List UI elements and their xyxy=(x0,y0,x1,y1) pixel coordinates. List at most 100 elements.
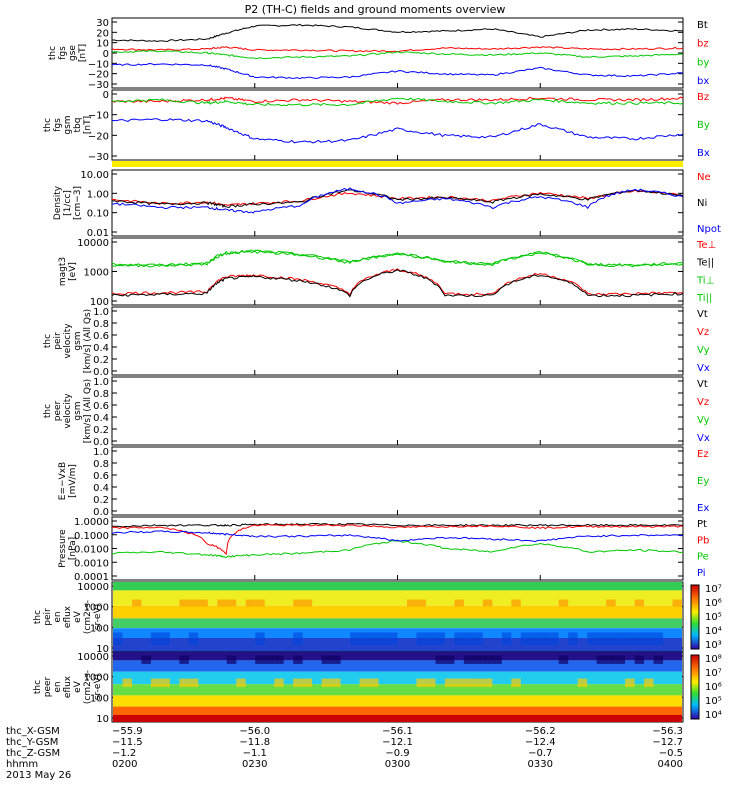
series-npot xyxy=(111,187,684,214)
series-te xyxy=(111,268,683,297)
legend-ni: Ni xyxy=(697,198,707,209)
y-tick-label: 0.6 xyxy=(93,401,109,412)
heatmap-cell xyxy=(113,632,123,645)
panel-peir-velocity: 1.00.80.60.40.20.0 thc peir velocity gsm [km/… xyxy=(43,306,710,378)
heatmap-cell xyxy=(122,678,132,687)
colorbar-label: 10⁸ xyxy=(705,654,722,665)
series-ti xyxy=(111,250,684,268)
heatmap-cell xyxy=(530,632,540,645)
heatmap-band xyxy=(113,618,682,629)
y-axis-label: tbq xyxy=(73,118,83,133)
heatmap-cell xyxy=(577,678,588,687)
heatmap-cell xyxy=(473,655,483,664)
y-axis-label: thc xyxy=(33,610,43,624)
y-axis-label: sr-eV) xyxy=(93,674,103,700)
heatmap-cell xyxy=(606,632,616,645)
panel-frame xyxy=(111,376,684,446)
y-axis-label: en xyxy=(53,611,63,622)
heatmap-cell xyxy=(615,655,626,664)
panel-efield: 1.00.80.60.40.20.0 E=−VxB [mV/m] Ez Ey Ex xyxy=(58,446,709,518)
heatmap-cell xyxy=(473,632,483,645)
heatmap-cell xyxy=(359,678,370,687)
heatmap-cell xyxy=(388,632,398,645)
heatmap-cell xyxy=(615,632,626,645)
legend-bt: Bt xyxy=(697,20,708,31)
series-pe xyxy=(111,540,684,559)
legend-ex: Ex xyxy=(697,503,709,514)
heatmap-cell xyxy=(634,599,645,607)
colorbar-label: 10³ xyxy=(705,640,722,651)
x-axis-value: −12.7 xyxy=(652,737,683,748)
x-axis-value: −56.3 xyxy=(652,726,683,737)
legend-bx: bx xyxy=(697,76,709,87)
y-tick-label: 10000 xyxy=(77,582,109,593)
heatmap-cell xyxy=(587,632,597,645)
heatmap-cell xyxy=(520,632,531,645)
x-axis-value: 0330 xyxy=(528,759,553,770)
y-tick-label: 10 xyxy=(96,644,109,655)
y-tick-label: 1.0 xyxy=(93,307,109,318)
y-axis-label: en xyxy=(53,681,63,692)
heatmap-cell xyxy=(482,655,493,664)
heatmap-cell xyxy=(473,678,483,687)
heatmap-cell xyxy=(179,655,189,664)
y-tick-label: 1000 xyxy=(84,268,109,279)
heatmap-cell xyxy=(644,632,654,645)
y-tick-label: 0.2 xyxy=(93,425,109,436)
y-axis-label: sr-eV) xyxy=(93,604,103,630)
y-tick-label: 0 xyxy=(103,49,109,60)
heatmap-cell xyxy=(359,632,370,645)
heatmap-cell xyxy=(188,632,199,645)
heatmap-cell xyxy=(625,678,635,687)
colorbar xyxy=(690,654,700,720)
legend-vz: Vz xyxy=(697,397,709,408)
y-tick-label: 0.2 xyxy=(93,355,109,366)
legend-te: Te|| xyxy=(696,258,714,269)
y-tick-label: 0.8 xyxy=(93,389,109,400)
x-axis-value: −0.9 xyxy=(385,748,409,759)
y-axis-label: gsm xyxy=(73,401,83,420)
y-tick-label: 0.4 xyxy=(93,483,109,494)
y-axis-label: Density xyxy=(53,185,63,220)
y-tick-label: −30 xyxy=(88,80,109,91)
legend-ez: Ez xyxy=(697,449,709,460)
series-bt xyxy=(112,23,684,43)
heatmap-cell xyxy=(321,655,332,664)
heatmap-band xyxy=(113,706,682,715)
x-axis-value: −56.2 xyxy=(525,726,556,737)
heatmap-band xyxy=(113,684,682,696)
y-axis-label: [1/cc] xyxy=(63,190,73,216)
y-tick-label: −30 xyxy=(88,152,109,163)
heatmap-cell xyxy=(406,599,417,607)
y-axis-label: [km/s] (All Qs) xyxy=(83,379,93,443)
x-axis-value: −11.5 xyxy=(112,737,143,748)
heatmap-band xyxy=(113,695,682,707)
legend-bx: Bx xyxy=(697,148,710,159)
heatmap-cell xyxy=(463,678,474,687)
y-tick-label: 0.0001 xyxy=(74,572,109,583)
x-axis-value: 0400 xyxy=(658,759,683,770)
heatmap-cell xyxy=(596,632,607,645)
status-bar xyxy=(112,161,683,167)
heatmap-band xyxy=(113,605,682,619)
heatmap-cell xyxy=(549,632,559,645)
y-axis-label: thc xyxy=(48,46,58,60)
y-axis-label: (cm2-s- xyxy=(83,670,93,704)
y-axis-label: gse xyxy=(68,45,78,61)
legend-npot: Npot xyxy=(697,224,721,235)
heatmap-cell xyxy=(226,599,237,607)
heatmap-band xyxy=(113,715,682,722)
y-tick-label: 0.8 xyxy=(93,459,109,470)
series-bz xyxy=(111,46,684,53)
heatmap-cell xyxy=(255,632,265,645)
panel-density: 10.00 1.00 0.10 0.01 Density [1/cc] [cm−3] Ne Ni… xyxy=(53,169,721,239)
heatmap-cell xyxy=(454,678,464,687)
heatmap-cell xyxy=(188,678,199,687)
heatmap-cell xyxy=(568,632,578,645)
y-tick-label: 30 xyxy=(96,18,109,29)
y-tick-label: −20 xyxy=(88,70,109,81)
heatmap-cell xyxy=(416,632,426,645)
y-axis-label: peer xyxy=(43,676,53,697)
y-tick-label: 1.0 xyxy=(93,377,109,388)
